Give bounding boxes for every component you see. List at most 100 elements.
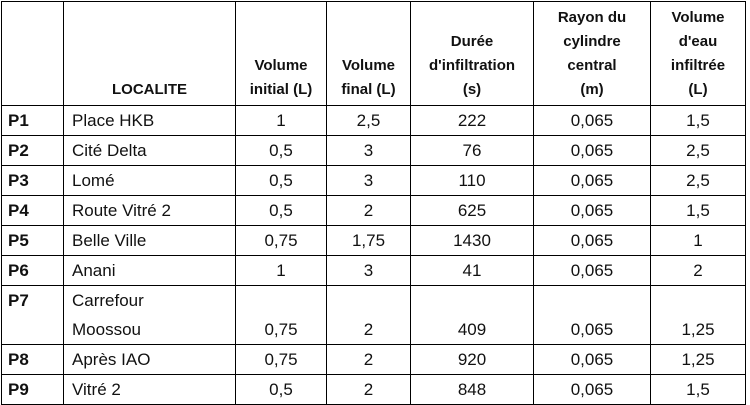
header-text: Volume — [671, 9, 725, 26]
value-cell: 41 — [410, 255, 534, 286]
header-text: Volume — [341, 57, 396, 74]
localite-cell: Carrefour Moossou — [63, 285, 236, 345]
value-cell: 1 — [650, 225, 746, 256]
localite-text: Après IAO — [72, 350, 151, 369]
row-id: P3 — [1, 165, 64, 196]
value-cell: 3 — [326, 255, 411, 286]
value-cell: 848 — [410, 374, 534, 405]
header-cell: Rayon du cylindre central (m) — [533, 1, 651, 106]
value-cell: 0,75 — [235, 225, 327, 256]
value-cell: 1,5 — [650, 195, 746, 226]
localite-cell: Place HKB — [63, 105, 236, 136]
row-id: P6 — [1, 255, 64, 286]
row-id: P9 — [1, 374, 64, 405]
table-row: P1 Place HKB 1 2,5 222 0,065 1,5 — [1, 105, 746, 136]
value-cell: 1,25 — [650, 285, 746, 345]
localite-text: Carrefour — [72, 291, 144, 310]
value-cell: 2 — [650, 255, 746, 286]
value-cell: 1 — [235, 255, 327, 286]
header-cell: LOCALITE — [63, 1, 236, 106]
value-cell: 625 — [410, 195, 534, 226]
header-cell — [1, 1, 64, 106]
value-cell: 409 — [410, 285, 534, 345]
row-id: P1 — [1, 105, 64, 136]
value-cell: 0,5 — [235, 374, 327, 405]
value-cell: 3 — [326, 165, 411, 196]
table-row: P7 Carrefour Moossou 0,75 2 409 0,065 1,25 — [1, 285, 746, 345]
localite-cell: Belle Ville — [63, 225, 236, 256]
localite-text: Moossou — [72, 320, 141, 339]
value-cell: 0,5 — [235, 165, 327, 196]
value-cell: 76 — [410, 135, 534, 166]
value-cell: 0,065 — [533, 374, 651, 405]
localite-text: Place HKB — [72, 111, 155, 130]
value-cell: 2,5 — [650, 135, 746, 166]
value-cell: 0,065 — [533, 255, 651, 286]
header-cell: Volume initial (L) — [235, 1, 327, 106]
localite-cell: Vitré 2 — [63, 374, 236, 405]
header-text: central — [567, 57, 617, 74]
header-text: Volume — [254, 57, 308, 74]
header-text: infiltrée — [670, 57, 726, 74]
value-cell: 1430 — [410, 225, 534, 256]
header-cell: Volume final (L) — [326, 1, 411, 106]
localite-text: Anani — [72, 261, 116, 280]
header-cell: Volume d'eau infiltrée (L) — [650, 1, 746, 106]
localite-cell: Anani — [63, 255, 236, 286]
header-text: cylindre — [563, 33, 621, 50]
localite-text: Lomé — [72, 171, 115, 190]
localite-cell: Cité Delta — [63, 135, 236, 166]
localite-cell: Route Vitré 2 — [63, 195, 236, 226]
localite-cell: Lomé — [63, 165, 236, 196]
header-text: d'eau — [678, 33, 718, 50]
value-cell: 2 — [326, 195, 411, 226]
value-cell: 2,5 — [326, 105, 411, 136]
value-cell: 0,065 — [533, 165, 651, 196]
value-cell: 0,75 — [235, 285, 327, 345]
value-cell: 110 — [410, 165, 534, 196]
table-row: P5 Belle Ville 0,75 1,75 1430 0,065 1 — [1, 225, 746, 256]
value-cell: 0,065 — [533, 195, 651, 226]
header-text: initial (L) — [249, 81, 313, 98]
header-text: Durée — [450, 33, 494, 50]
localite-cell: Après IAO — [63, 344, 236, 375]
localite-text: Route Vitré 2 — [72, 201, 171, 220]
row-id: P5 — [1, 225, 64, 256]
table-row: P4 Route Vitré 2 0,5 2 625 0,065 1,5 — [1, 195, 746, 226]
table-body: P1 Place HKB 1 2,5 222 0,065 1,5 P2 Cité Delta 0,… — [1, 105, 746, 405]
value-cell: 0,5 — [235, 135, 327, 166]
value-cell: 0,5 — [235, 195, 327, 226]
header-text: d'infiltration — [428, 57, 516, 74]
localite-text: Vitré 2 — [72, 380, 121, 399]
row-id: P8 — [1, 344, 64, 375]
header-cell: Durée d'infiltration (s) — [410, 1, 534, 106]
header-text: Rayon du — [557, 9, 627, 26]
value-cell: 0,065 — [533, 344, 651, 375]
header-text: (s) — [462, 81, 482, 98]
value-cell: 0,065 — [533, 105, 651, 136]
value-cell: 2 — [326, 285, 411, 345]
row-id: P7 — [1, 285, 64, 345]
value-cell: 0,065 — [533, 285, 651, 345]
table-row: P2 Cité Delta 0,5 3 76 0,065 2,5 — [1, 135, 746, 166]
header-row: LOCALITE Volume initial (L) Volume final (L)… — [1, 1, 746, 106]
value-cell: 920 — [410, 344, 534, 375]
value-cell: 2 — [326, 374, 411, 405]
value-cell: 0,065 — [533, 225, 651, 256]
localite-text: Belle Ville — [72, 231, 147, 250]
value-cell: 1 — [235, 105, 327, 136]
localite-text: Cité Delta — [72, 141, 147, 160]
value-cell: 3 — [326, 135, 411, 166]
row-id: P2 — [1, 135, 64, 166]
value-cell: 1,5 — [650, 374, 746, 405]
table-row: P8 Après IAO 0,75 2 920 0,065 1,25 — [1, 344, 746, 375]
value-cell: 2 — [326, 344, 411, 375]
header-text: final (L) — [341, 81, 396, 98]
value-cell: 1,5 — [650, 105, 746, 136]
header-text: (m) — [580, 81, 604, 98]
value-cell: 2,5 — [650, 165, 746, 196]
header-text: (L) — [688, 81, 708, 98]
value-cell: 0,065 — [533, 135, 651, 166]
